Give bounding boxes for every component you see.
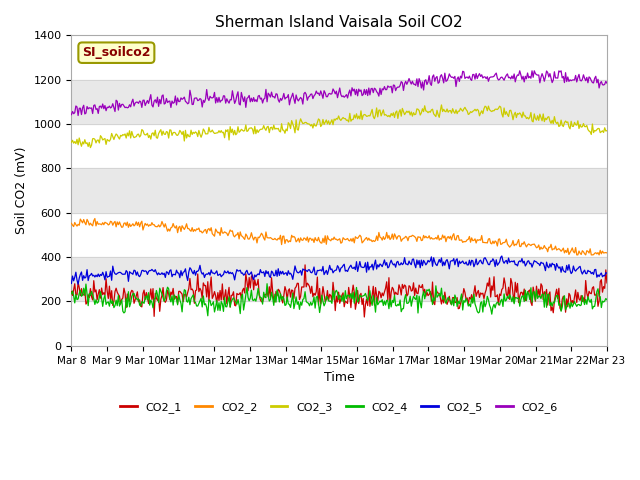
CO2_6 — [74, 113, 82, 119]
CO2_6 — [368, 85, 376, 91]
CO2_1 — [234, 292, 242, 298]
Legend: CO2_1, CO2_2, CO2_3, CO2_4, CO2_5, CO2_6: CO2_1, CO2_2, CO2_3, CO2_4, CO2_5, CO2_6 — [116, 398, 563, 418]
Bar — [72, 257, 607, 301]
Bar — [72, 80, 607, 124]
CO2_2 — [462, 239, 470, 244]
CO2_1 — [463, 295, 471, 301]
CO2_5 — [68, 280, 76, 286]
CO2_1 — [360, 314, 368, 320]
CO2_1 — [603, 280, 611, 286]
CO2_5 — [462, 259, 470, 265]
CO2_1 — [68, 288, 76, 294]
CO2_5 — [74, 281, 82, 287]
CO2_6 — [516, 68, 524, 74]
CO2_6 — [236, 101, 243, 107]
CO2_5 — [394, 259, 402, 264]
Y-axis label: Soil CO2 (mV): Soil CO2 (mV) — [15, 147, 28, 234]
CO2_1 — [293, 280, 301, 286]
CO2_2 — [555, 246, 563, 252]
CO2_1 — [556, 305, 564, 311]
CO2_3 — [294, 127, 302, 133]
CO2_2 — [68, 220, 76, 226]
CO2_2 — [91, 216, 99, 221]
CO2_5 — [556, 264, 564, 270]
CO2_4 — [204, 313, 212, 319]
CO2_3 — [394, 116, 402, 121]
CO2_4 — [236, 302, 243, 308]
CO2_5 — [603, 270, 611, 276]
CO2_3 — [236, 130, 243, 135]
CO2_3 — [603, 128, 611, 133]
CO2_1 — [369, 283, 377, 289]
CO2_1 — [301, 262, 309, 268]
CO2_6 — [394, 84, 402, 90]
X-axis label: Time: Time — [324, 371, 355, 384]
CO2_4 — [463, 298, 471, 304]
CO2_3 — [463, 108, 471, 114]
CO2_3 — [556, 123, 564, 129]
CO2_5 — [368, 261, 376, 267]
Text: SI_soilco2: SI_soilco2 — [82, 46, 150, 59]
CO2_1 — [395, 282, 403, 288]
CO2_4 — [369, 293, 377, 299]
CO2_5 — [294, 270, 302, 276]
CO2_6 — [294, 98, 302, 104]
CO2_3 — [438, 102, 445, 108]
Line: CO2_3: CO2_3 — [72, 105, 607, 147]
CO2_4 — [556, 301, 564, 307]
CO2_3 — [86, 144, 94, 150]
CO2_2 — [394, 234, 402, 240]
CO2_4 — [395, 303, 403, 309]
CO2_6 — [603, 80, 611, 86]
CO2_6 — [68, 112, 76, 118]
Line: CO2_6: CO2_6 — [72, 71, 607, 116]
CO2_4 — [263, 281, 271, 287]
CO2_2 — [573, 252, 580, 258]
CO2_6 — [462, 74, 470, 80]
CO2_3 — [68, 139, 76, 145]
CO2_4 — [296, 306, 303, 312]
Line: CO2_5: CO2_5 — [72, 256, 607, 284]
Line: CO2_2: CO2_2 — [72, 218, 607, 255]
Bar — [72, 168, 607, 213]
CO2_2 — [294, 235, 302, 241]
Title: Sherman Island Vaisala Soil CO2: Sherman Island Vaisala Soil CO2 — [215, 15, 463, 30]
Line: CO2_1: CO2_1 — [72, 265, 607, 317]
CO2_5 — [236, 268, 243, 274]
CO2_2 — [236, 236, 243, 242]
CO2_6 — [556, 69, 564, 75]
CO2_5 — [498, 253, 506, 259]
CO2_4 — [603, 297, 611, 303]
CO2_2 — [603, 250, 611, 256]
CO2_3 — [368, 107, 376, 112]
CO2_4 — [68, 291, 76, 297]
CO2_2 — [368, 239, 376, 244]
Line: CO2_4: CO2_4 — [72, 284, 607, 316]
